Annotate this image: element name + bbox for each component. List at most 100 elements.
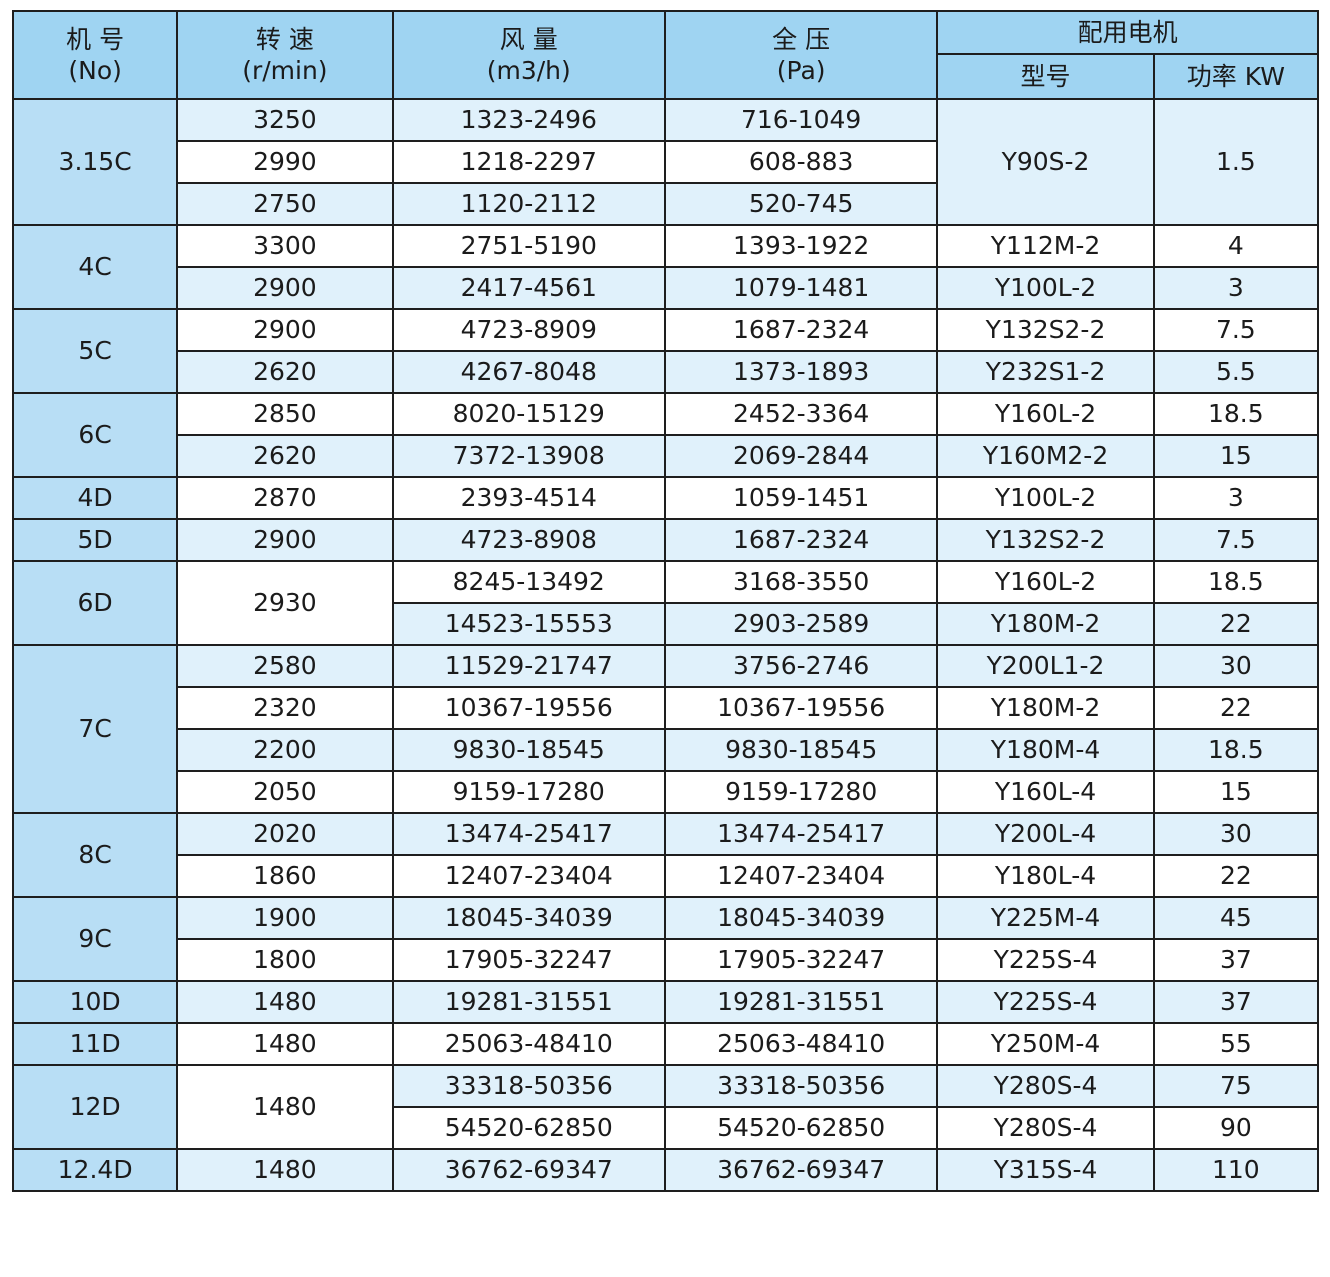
motor-power-cell: 22 — [1152, 602, 1320, 646]
motor-type-cell: Y160M2-2 — [936, 434, 1155, 478]
flow-cell: 9159-17280 — [391, 770, 666, 814]
table-row: 10D 1480 19281-31551 19281-31551 Y225S-4… — [11, 980, 1320, 1024]
motor-power-cell: 7.5 — [1152, 308, 1320, 352]
header-pressure-label: 全 压 — [772, 25, 831, 54]
pressure-cell: 19281-31551 — [663, 980, 939, 1024]
model-cell: 10D — [11, 980, 179, 1024]
header-flow-label: 风 量 — [499, 25, 558, 54]
speed-cell: 2930 — [176, 560, 394, 646]
motor-type-cell: Y250M-4 — [936, 1022, 1155, 1066]
pressure-cell: 12407-23404 — [663, 854, 939, 898]
motor-type-cell: Y132S2-2 — [936, 518, 1155, 562]
motor-power-cell: 7.5 — [1152, 518, 1320, 562]
table-row: 12.4D 1480 36762-69347 36762-69347 Y315S… — [11, 1148, 1320, 1192]
header-pressure-unit: (Pa) — [776, 56, 826, 85]
speed-cell: 2200 — [176, 728, 394, 772]
pressure-cell: 9159-17280 — [663, 770, 939, 814]
motor-type-cell: Y225S-4 — [936, 980, 1155, 1024]
flow-cell: 17905-32247 — [391, 938, 666, 982]
speed-cell: 3300 — [176, 224, 394, 268]
speed-cell: 1480 — [176, 1022, 394, 1066]
pressure-cell: 18045-34039 — [663, 896, 939, 940]
flow-cell: 1218-2297 — [391, 140, 666, 184]
flow-cell: 1120-2112 — [391, 182, 666, 226]
motor-type-cell: Y200L-4 — [936, 812, 1155, 856]
speed-cell: 2050 — [176, 770, 394, 814]
table-row: 2620 7372-13908 2069-2844 Y160M2-2 15 — [13, 434, 1320, 478]
motor-power-cell: 15 — [1152, 434, 1320, 478]
pressure-cell: 2069-2844 — [663, 434, 939, 478]
speed-cell: 2320 — [176, 686, 394, 730]
table-row: 9C 1900 18045-34039 18045-34039 Y225M-4 … — [11, 896, 1320, 982]
motor-type-cell: Y232S1-2 — [936, 350, 1155, 394]
motor-type-cell: Y90S-2 — [936, 98, 1155, 226]
speed-cell: 2900 — [176, 266, 394, 310]
speed-cell: 1480 — [176, 1064, 394, 1150]
flow-cell: 19281-31551 — [391, 980, 666, 1024]
model-cell: 6D — [11, 560, 179, 646]
model-cell: 12.4D — [11, 1148, 179, 1192]
pressure-cell: 33318-50356 — [663, 1064, 939, 1108]
flow-cell: 8020-15129 — [391, 392, 666, 436]
table-row: 1860 12407-23404 12407-23404 Y180L-4 22 — [13, 854, 1320, 898]
table-row: 12D 1480 33318-50356 33318-50356 Y280S-4… — [11, 1064, 1320, 1150]
model-cell: 4D — [11, 476, 179, 520]
table-row: 4D 2870 2393-4514 1059-1451 Y100L-2 3 — [11, 476, 1320, 520]
table-row: 2750 1120-2112 520-745 — [13, 182, 1318, 226]
flow-cell: 2393-4514 — [391, 476, 666, 520]
motor-type-cell: Y160L-4 — [936, 770, 1155, 814]
motor-power-cell: 75 — [1152, 1064, 1320, 1108]
motor-type-cell: Y180L-4 — [936, 854, 1155, 898]
speed-cell: 2020 — [176, 812, 394, 856]
header-motor-power: 功率 KW — [1152, 52, 1320, 101]
table-row: 14523-15553 2903-2589 Y180M-2 22 — [13, 602, 1320, 646]
header-speed: 转 速 (r/min) — [176, 10, 394, 100]
model-cell: 4C — [11, 224, 179, 310]
pressure-cell: 608-883 — [663, 140, 939, 184]
motor-type-cell: Y180M-4 — [936, 728, 1155, 772]
flow-cell: 54520-62850 — [391, 1106, 666, 1150]
table-row: 2320 10367-19556 10367-19556 Y180M-2 22 — [13, 686, 1320, 730]
motor-type-cell: Y315S-4 — [936, 1148, 1155, 1192]
motor-power-cell: 22 — [1152, 686, 1320, 730]
flow-cell: 18045-34039 — [391, 896, 666, 940]
header-no: 机 号 (No) — [11, 10, 179, 100]
pressure-cell: 13474-25417 — [663, 812, 939, 856]
flow-cell: 9830-18545 — [391, 728, 666, 772]
motor-type-cell: Y280S-4 — [936, 1106, 1155, 1150]
pressure-cell: 1687-2324 — [663, 308, 939, 352]
motor-power-cell: 45 — [1152, 896, 1320, 940]
motor-power-cell: 3 — [1152, 476, 1320, 520]
pressure-cell: 2452-3364 — [663, 392, 939, 436]
motor-type-cell: Y132S2-2 — [936, 308, 1155, 352]
model-cell: 7C — [11, 644, 179, 814]
motor-power-cell: 18.5 — [1152, 728, 1320, 772]
pressure-cell: 9830-18545 — [663, 728, 939, 772]
pressure-cell: 1687-2324 — [663, 518, 939, 562]
flow-cell: 2751-5190 — [391, 224, 666, 268]
table-row: 1800 17905-32247 17905-32247 Y225S-4 37 — [13, 938, 1320, 982]
pressure-cell: 25063-48410 — [663, 1022, 939, 1066]
motor-type-cell: Y160L-2 — [936, 392, 1155, 436]
flow-cell: 1323-2496 — [391, 98, 666, 142]
motor-type-cell: Y160L-2 — [936, 560, 1155, 604]
model-cell: 3.15C — [11, 98, 179, 226]
motor-type-cell: Y100L-2 — [936, 266, 1155, 310]
pressure-cell: 1079-1481 — [663, 266, 939, 310]
speed-cell: 1480 — [176, 1148, 394, 1192]
flow-cell: 11529-21747 — [391, 644, 666, 688]
table-row: 8C 2020 13474-25417 13474-25417 Y200L-4 … — [11, 812, 1320, 898]
pressure-cell: 1059-1451 — [663, 476, 939, 520]
pressure-cell: 2903-2589 — [663, 602, 939, 646]
flow-cell: 4723-8908 — [391, 518, 666, 562]
speed-cell: 2990 — [176, 140, 394, 184]
table-row: 6D 2930 8245-13492 3168-3550 Y160L-2 18.… — [11, 560, 1320, 646]
table-row: 2200 9830-18545 9830-18545 Y180M-4 18.5 — [13, 728, 1320, 772]
pressure-cell: 3756-2746 — [663, 644, 939, 688]
pressure-cell: 36762-69347 — [663, 1148, 939, 1192]
table-row: 5C 2900 4723-8909 1687-2324 Y132S2-2 7.5 — [11, 308, 1320, 394]
table-row: 7C 2580 11529-21747 3756-2746 Y200L1-2 3… — [11, 644, 1320, 814]
header-motor-type: 型号 — [936, 52, 1155, 101]
table-row: 6C 2850 8020-15129 2452-3364 Y160L-2 18.… — [11, 392, 1320, 478]
motor-power-cell: 30 — [1152, 644, 1320, 688]
